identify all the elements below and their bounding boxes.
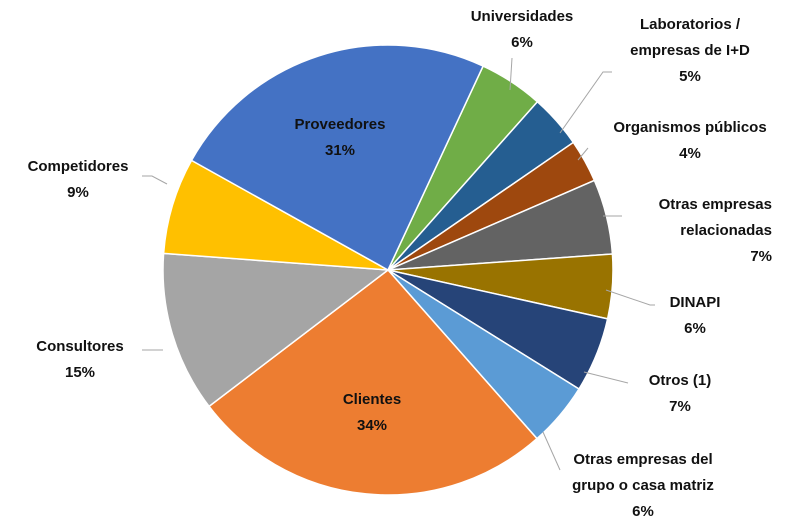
- leader-line: [142, 175, 168, 185]
- slice-label: Consultores 15%: [0, 334, 190, 386]
- category-label: Otras empresas relacionadas: [658, 196, 772, 239]
- slice-label: Otras empresas relacionadas 7%: [552, 192, 772, 270]
- leader-line: [509, 57, 513, 91]
- pie-slice: [207, 268, 539, 496]
- value-label: 34%: [356, 417, 388, 434]
- value-label: 6%: [511, 34, 533, 51]
- slice-label: Otras empresas del grupo o casa matriz 6%: [533, 447, 753, 525]
- value-label: 7%: [669, 398, 691, 415]
- value-label: 4%: [679, 145, 701, 162]
- value-label: 7%: [750, 248, 772, 265]
- category-label: Competidores: [27, 158, 129, 175]
- slice-label: Laboratorios / empresas de I+D 5%: [580, 12, 788, 90]
- leader-line: [583, 371, 629, 384]
- slice-label: Competidores 9%: [0, 154, 188, 206]
- leader-line: [605, 289, 655, 306]
- value-label: 9%: [67, 184, 89, 201]
- category-label: DINAPI: [669, 294, 721, 311]
- slice-label: DINAPI 6%: [585, 290, 788, 342]
- slice-label: Otros (1) 7%: [570, 368, 788, 420]
- leader-line: [559, 71, 612, 134]
- value-label: 31%: [324, 142, 356, 159]
- slice-label: Organismos públicos 4%: [580, 115, 788, 167]
- category-label: Organismos públicos: [613, 119, 767, 136]
- pie-slice: [190, 44, 485, 272]
- value-label: 6%: [632, 503, 654, 520]
- value-label: 5%: [679, 68, 701, 85]
- slice-label: Universidades 6%: [412, 4, 632, 56]
- slice-label: Proveedores 31%: [230, 112, 450, 164]
- value-label: 15%: [64, 364, 96, 381]
- value-label: 6%: [684, 320, 706, 337]
- category-label: Universidades: [470, 8, 574, 25]
- leader-line: [542, 431, 561, 471]
- category-label: Proveedores: [294, 116, 386, 133]
- category-label: Consultores: [36, 338, 124, 355]
- category-label: Otros (1): [648, 372, 712, 389]
- leader-line: [577, 147, 589, 161]
- category-label: Clientes: [342, 391, 402, 408]
- pie-slice: [162, 252, 391, 408]
- category-label: Otras empresas del grupo o casa matriz: [572, 451, 714, 494]
- slice-label: Clientes 34%: [262, 387, 482, 439]
- category-label: Laboratorios / empresas de I+D: [630, 16, 750, 59]
